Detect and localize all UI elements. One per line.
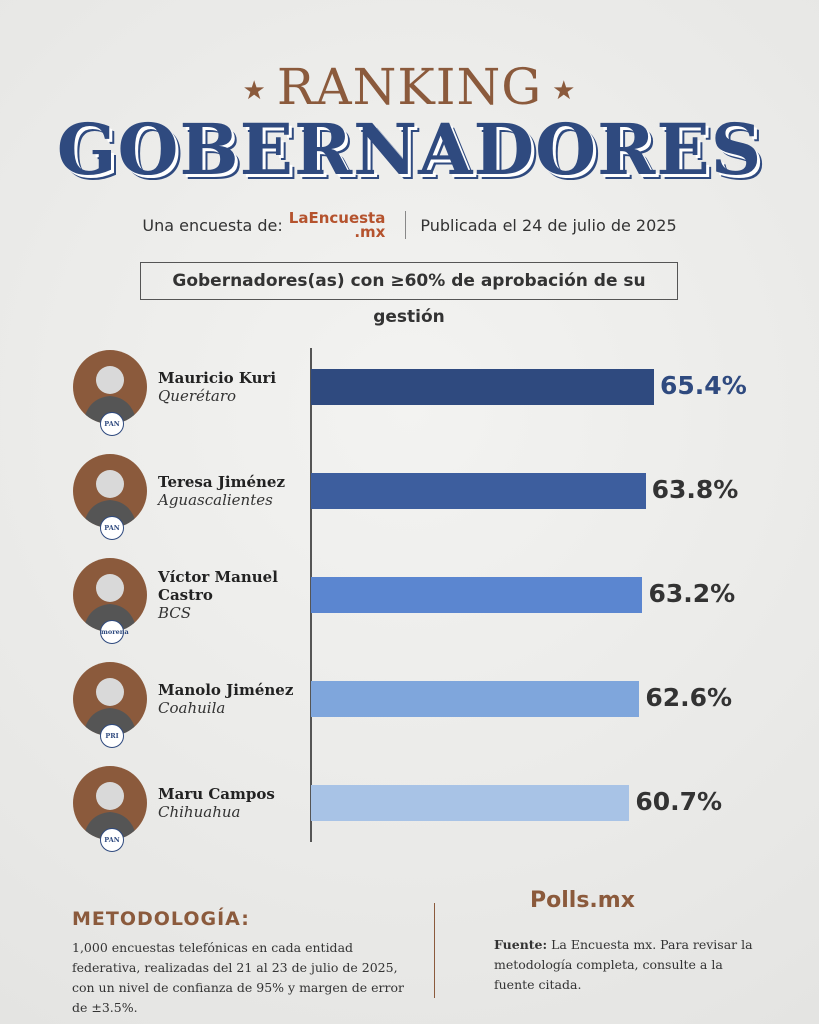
name: Víctor Manuel Castro [158,568,278,604]
name: Maru Campos [158,785,275,803]
photo [73,350,147,424]
portrait [83,678,137,736]
value-label: 65.4% [660,371,747,400]
logo-sub: .mx [354,223,386,241]
subtitle: Gobernadores(as) con ≥60% de aprobación … [140,262,678,327]
region: Aguascalientes [158,491,273,509]
brand: Polls.mx [530,888,635,913]
portrait [83,574,137,632]
kicker: ★ RANKING ★ [242,58,577,116]
photo [73,662,147,736]
survey-line: Una encuesta de: LaEncuesta .mx Publicada… [0,210,819,240]
name: Manolo Jiménez [158,681,294,699]
kicker-text: RANKING [276,58,543,116]
axis-line [310,348,312,842]
name: Mauricio Kuri [158,369,277,387]
divider [434,903,435,998]
value-label: 62.6% [645,683,733,712]
party-badge: morena [100,620,129,644]
photo [73,766,147,840]
portrait [83,782,137,840]
region: Coahuila [158,699,226,717]
source: Fuente: La Encuesta mx. Para revisar la … [494,935,754,995]
value-label: 63.2% [648,579,736,608]
published: Publicada el 24 de julio de 2025 [420,215,677,235]
survey-by: Una encuesta de: [142,215,283,235]
region: Chihuahua [158,803,241,821]
party-badge: PAN [100,828,124,852]
bar [311,785,630,821]
bar [311,577,643,613]
bar [311,681,640,717]
bar [311,369,655,405]
party-badge: PAN [100,516,124,540]
method-text: 1,000 encuestas telefónicas en cada enti… [72,940,404,1015]
name: Teresa Jiménez [158,473,285,491]
source-label: Fuente: [494,937,548,952]
portrait [83,470,137,528]
value-label: 60.7% [635,787,723,816]
value-label: 63.8% [651,475,739,504]
method-title: METODOLOGÍA: [72,908,250,930]
logo-main: LaEncuesta [288,209,386,227]
region: Querétaro [158,387,237,405]
source-text: La Encuesta mx. Para revisar la metodolo… [494,937,753,992]
title: GOBERNADORES [56,108,763,191]
logo: LaEncuesta .mx [288,209,386,241]
separator [405,211,407,239]
party-badge: PRI [100,724,124,748]
portrait [83,366,137,424]
region: BCS [158,604,192,622]
photo [73,454,147,528]
party-badge: PAN [100,412,124,436]
bar [311,473,646,509]
photo [73,558,147,632]
